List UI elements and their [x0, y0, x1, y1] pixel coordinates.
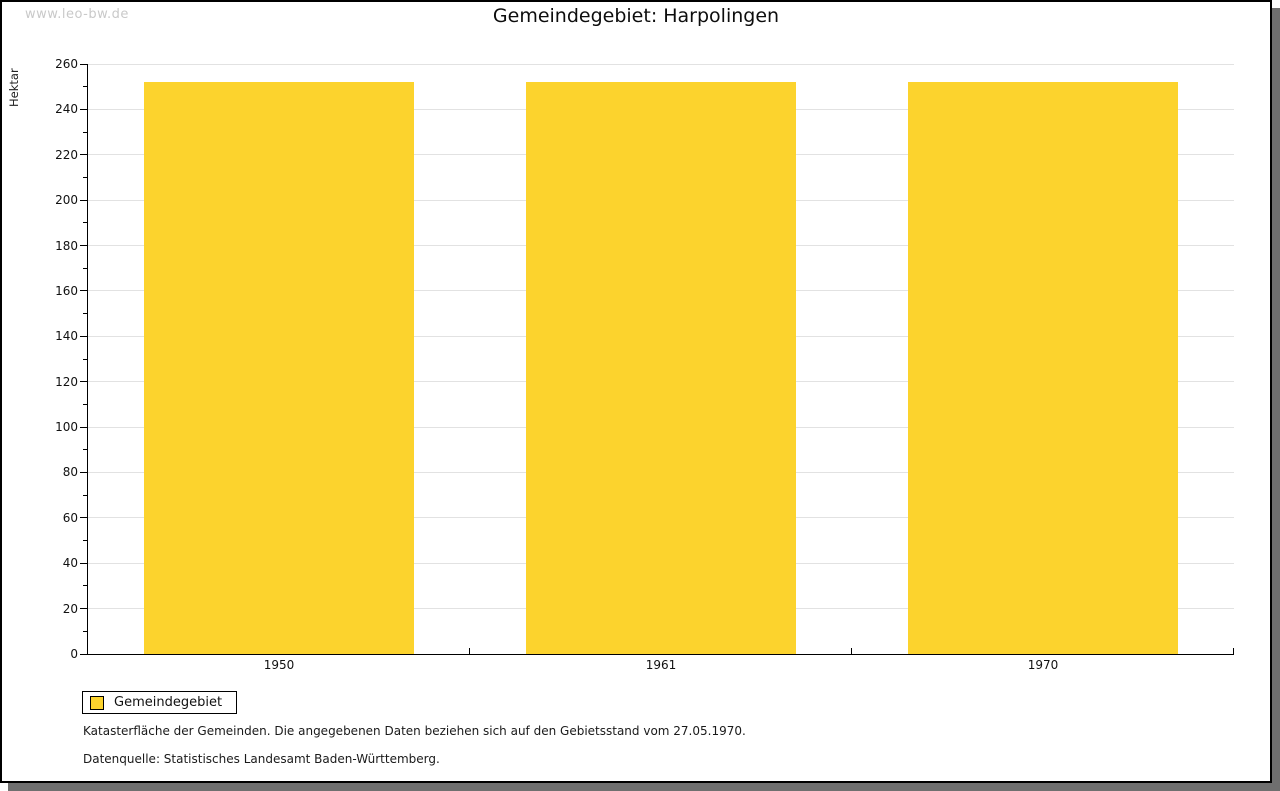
y-axis-tick-label: 140: [55, 329, 78, 344]
y-axis-tick-label: 180: [55, 238, 78, 253]
y-axis-title: Hektar: [7, 68, 21, 107]
legend-box: Gemeindegebiet: [82, 691, 238, 714]
y-axis-tick-label: 20: [62, 601, 78, 616]
y-axis-tick: [80, 608, 88, 610]
y-axis-minor-tick: [83, 313, 88, 315]
y-axis-tick-label: 120: [55, 374, 78, 389]
y-axis-tick: [80, 245, 88, 247]
footnote-source-note: Katasterfläche der Gemeinden. Die angege…: [83, 724, 746, 738]
y-axis-tick-label: 40: [62, 556, 78, 571]
y-axis-tick: [80, 154, 88, 156]
y-axis-minor-tick: [83, 131, 88, 133]
y-axis-minor-tick: [83, 585, 88, 587]
x-axis-tick: [469, 648, 470, 654]
y-axis-minor-tick: [83, 86, 88, 88]
y-axis-tick-label: 260: [55, 57, 78, 71]
x-axis-tick-label: 1970: [1027, 658, 1059, 672]
y-axis-tick: [80, 381, 88, 383]
y-axis-tick: [80, 562, 88, 564]
y-axis-tick-label: 80: [62, 465, 78, 480]
y-axis-tick: [80, 199, 88, 201]
legend-swatch-gemeindegebiet: [90, 695, 104, 710]
y-axis-tick-label: 100: [55, 420, 78, 435]
y-axis-tick: [80, 335, 88, 337]
y-axis-minor-tick: [83, 358, 88, 360]
y-axis-minor-tick: [83, 630, 88, 632]
x-axis-tick: [1233, 648, 1234, 654]
y-axis-tick: [80, 426, 88, 428]
y-axis-minor-tick: [83, 176, 88, 178]
x-axis-tick-label: 1950: [263, 658, 295, 672]
y-axis-minor-tick: [83, 494, 88, 496]
y-axis-tick-label: 200: [55, 193, 78, 208]
bar: [908, 82, 1178, 654]
watermark: www.leo-bw.de: [25, 7, 129, 22]
plot-area: 0 20 40 60 80 100 120 140 160 180 200 220 240 260 1950…: [55, 58, 1234, 672]
y-axis-minor-tick: [83, 403, 88, 405]
y-axis-minor-tick: [83, 540, 88, 542]
y-axis-tick-label: 0: [70, 647, 78, 661]
y-axis-tick-label: 160: [55, 283, 78, 298]
y-axis-minor-tick: [83, 449, 88, 451]
y-axis-tick-label: 220: [55, 147, 78, 162]
gridline: [88, 63, 1234, 65]
y-axis-tick: [80, 471, 88, 473]
bar: [526, 82, 796, 654]
x-axis-tick: [851, 648, 852, 654]
y-axis-tick: [80, 517, 88, 519]
footnotes: Katasterfläche der Gemeinden. Die angege…: [83, 724, 746, 780]
footnote-data-source: Datenquelle: Statistisches Landesamt Bad…: [83, 752, 440, 766]
legend-label: Gemeindegebiet: [114, 695, 223, 710]
bar: [144, 82, 414, 654]
y-axis-tick-label: 60: [62, 510, 78, 525]
x-axis-tick-label: 1961: [645, 658, 677, 672]
y-axis-tick-label: 240: [55, 102, 78, 117]
y-axis-tick: [80, 290, 88, 292]
y-axis-minor-tick: [83, 267, 88, 269]
y-axis-tick: [80, 653, 88, 655]
y-axis-tick: [80, 108, 88, 110]
chart-title: Gemeindegebiet: Harpolingen: [492, 5, 780, 27]
y-axis-minor-tick: [83, 222, 88, 224]
y-axis-tick: [80, 63, 88, 65]
